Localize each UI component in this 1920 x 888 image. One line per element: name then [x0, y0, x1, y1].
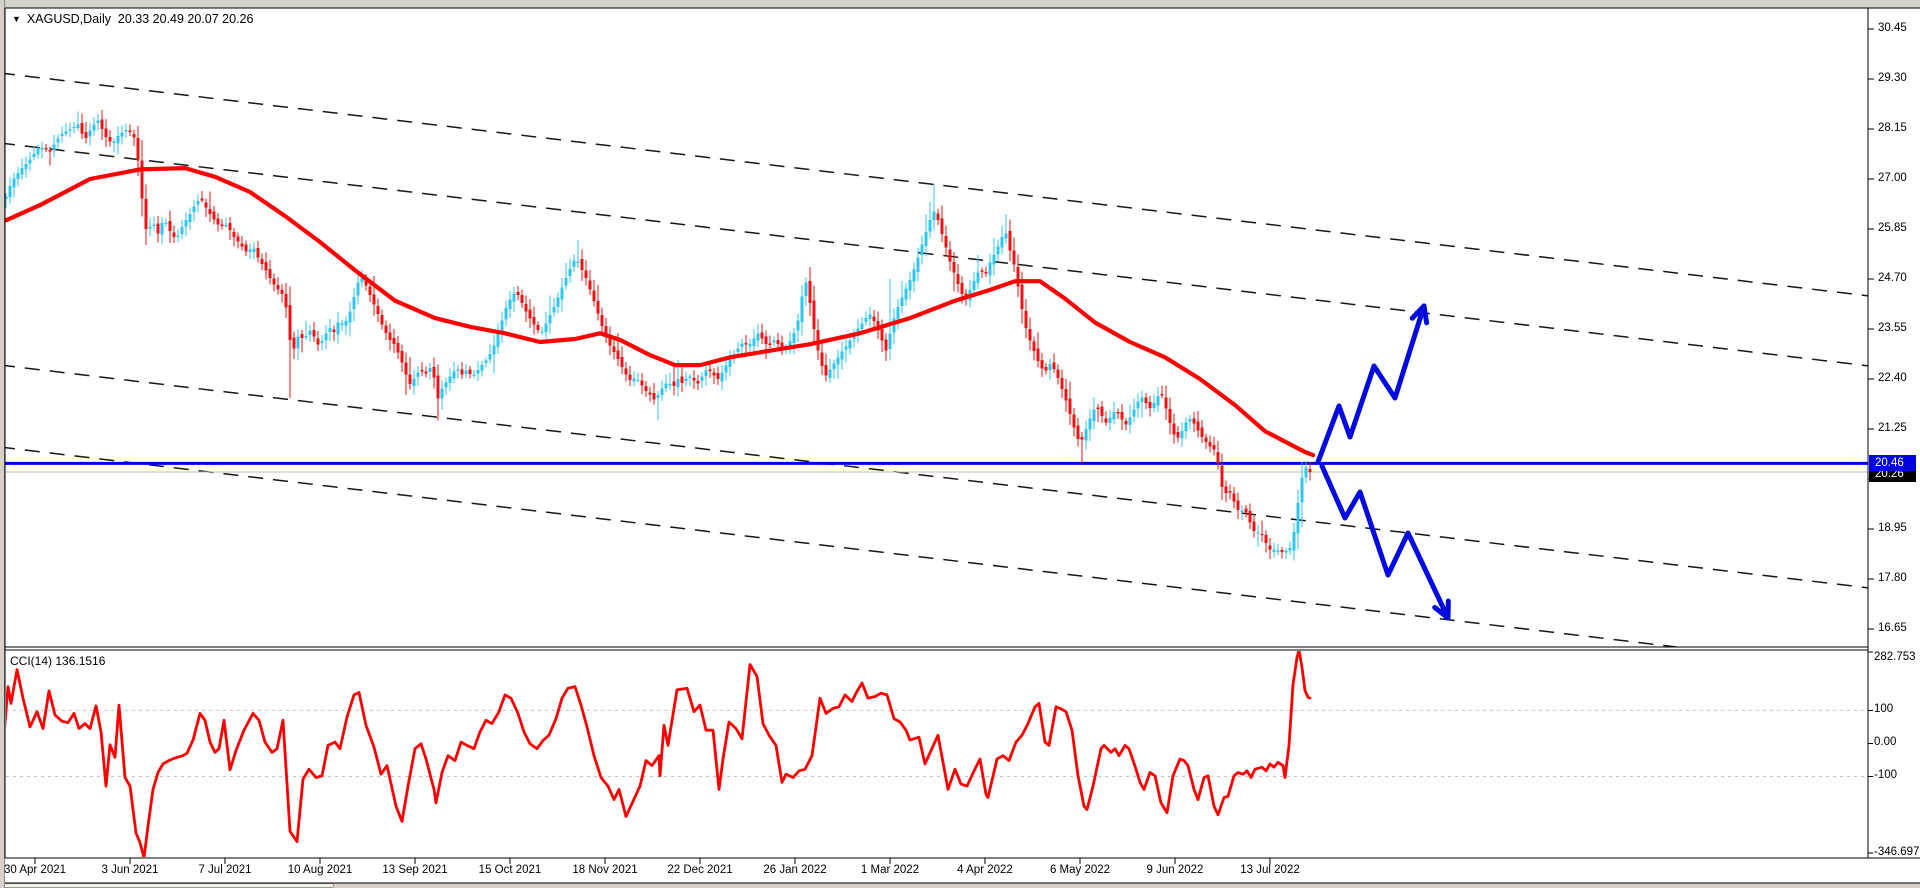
date-axis-label: 1 Mar 2022 [860, 864, 920, 876]
main-chart-panel [5, 72, 1868, 647]
cci-axis-label: 0.00 [1874, 736, 1897, 749]
date-axis-label: 9 Jun 2022 [1146, 864, 1204, 876]
date-axis-label: 26 Jan 2022 [763, 864, 827, 876]
date-axis-label: 7 Jul 2021 [198, 864, 252, 876]
price-axis-label: 17.80 [1878, 571, 1907, 584]
cci-axis-label: -100 [1874, 769, 1898, 782]
date-axis-label: 18 Nov 2021 [572, 864, 638, 876]
price-axis-label: 24.70 [1878, 271, 1907, 284]
date-axis-label: 15 Oct 2021 [478, 864, 542, 876]
window-top-strip [0, 0, 1920, 8]
bullish-scenario-arrow [1315, 303, 1427, 465]
ohlc-values: 20.33 20.49 20.07 20.26 [117, 12, 254, 26]
price-axis-label: 18.95 [1878, 521, 1907, 534]
channel-line [5, 72, 1868, 297]
price-axis[interactable]: 30.45 29.30 28.15 27.00 25.85 24.70 23.55 22.40… [1868, 0, 1920, 888]
cci-line [6, 651, 1312, 857]
date-axis-label: 13 Sep 2021 [382, 864, 448, 876]
date-axis-label: 13 Jul 2022 [1240, 864, 1300, 876]
collapse-indicator-icon[interactable]: ▼ [12, 14, 21, 24]
symbol-period-label: XAGUSD,Daily [26, 12, 111, 26]
window-bottom-strip [0, 883, 1920, 888]
price-axis-label: 22.40 [1878, 371, 1907, 384]
cci-indicator-label: CCI(14) 136.1516 [10, 654, 106, 668]
bearish-scenario-arrow [1319, 463, 1451, 621]
price-axis-label: 29.30 [1878, 71, 1907, 84]
date-axis-label: 30 Apr 2021 [3, 864, 67, 876]
price-axis-label: 21.25 [1878, 421, 1907, 434]
price-axis-label: 23.55 [1878, 321, 1907, 334]
moving-average-line [5, 166, 1316, 458]
cci-axis-label: 100 [1874, 703, 1894, 716]
chart-title: ▼ XAGUSD,Daily 20.33 20.49 20.07 20.26 [12, 12, 253, 26]
price-axis-label: 27.00 [1878, 171, 1907, 184]
price-axis-label: 16.65 [1878, 621, 1907, 634]
channel-line [5, 446, 1683, 647]
date-axis[interactable]: 30 Apr 2021 3 Jun 2021 7 Jul 2021 10 Aug 20… [0, 861, 1920, 883]
cci-axis-label: -346.697 [1874, 846, 1920, 858]
hline-price-tag: 20.46 [1869, 455, 1916, 472]
price-axis-label: 30.45 [1878, 22, 1907, 34]
date-axis-label: 4 Apr 2022 [957, 864, 1013, 876]
channel-line [5, 364, 1868, 589]
date-axis-label: 10 Aug 2021 [287, 864, 353, 876]
date-axis-label: 22 Dec 2021 [667, 864, 733, 876]
cci-axis-label: 282.753 [1874, 651, 1916, 663]
cci-panel [6, 651, 1868, 857]
price-axis-label: 28.15 [1878, 121, 1907, 134]
date-axis-label: 3 Jun 2021 [101, 864, 159, 876]
date-axis-label: 6 May 2022 [1049, 864, 1111, 876]
price-axis-label: 25.85 [1878, 221, 1907, 234]
